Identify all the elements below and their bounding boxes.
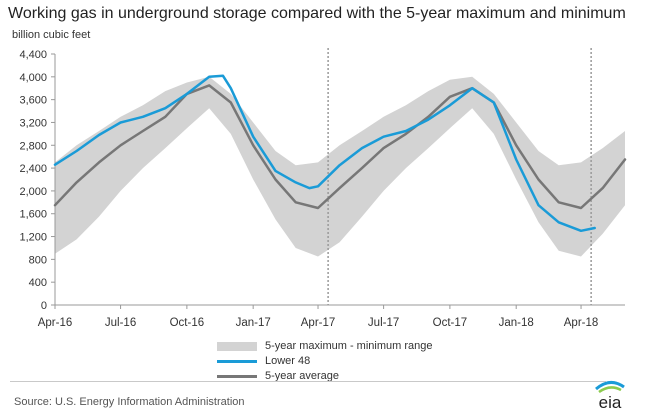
x-tick-label: Oct-16 bbox=[170, 317, 205, 329]
y-axis-unit: billion cubic feet bbox=[12, 29, 91, 41]
series-5-year-average bbox=[53, 84, 627, 210]
legend-lower48-label: Lower 48 bbox=[265, 355, 311, 367]
y-tick-label: 3,600 bbox=[19, 95, 47, 107]
source-note: Source: U.S. Energy Information Administ… bbox=[14, 396, 245, 408]
x-tick-label: Jul-17 bbox=[368, 317, 399, 329]
range-band bbox=[55, 76, 625, 257]
footer-divider bbox=[10, 381, 606, 382]
legend-range-swatch bbox=[217, 341, 257, 351]
eia-logo: eia bbox=[595, 381, 625, 411]
y-tick-label: 400 bbox=[29, 277, 47, 289]
legend-item-average: 5-year average bbox=[217, 369, 432, 383]
x-tick-label: Apr-18 bbox=[564, 317, 599, 329]
y-tick-label: 2,800 bbox=[19, 140, 47, 152]
svg-text:eia: eia bbox=[599, 393, 622, 411]
y-tick-label: 4,000 bbox=[19, 72, 47, 84]
legend-lower48-swatch bbox=[217, 359, 257, 363]
x-tick-label: Oct-17 bbox=[433, 317, 468, 329]
x-tick-label: Apr-16 bbox=[38, 317, 73, 329]
y-tick-label: 1,600 bbox=[19, 209, 47, 221]
y-tick-label: 2,400 bbox=[19, 163, 47, 175]
y-tick-label: 800 bbox=[29, 254, 47, 266]
x-tick-label: Jul-16 bbox=[105, 317, 136, 329]
legend-item-range: 5-year maximum - minimum range bbox=[217, 339, 432, 353]
series-lower-48 bbox=[53, 74, 596, 233]
y-tick-label: 0 bbox=[41, 300, 47, 312]
x-tick-label: Jan-17 bbox=[236, 317, 271, 329]
y-tick-label: 1,200 bbox=[19, 232, 47, 244]
legend-range-label: 5-year maximum - minimum range bbox=[265, 340, 433, 352]
x-tick-label: Jan-18 bbox=[499, 317, 534, 329]
y-tick-label: 4,400 bbox=[19, 49, 47, 61]
y-tick-label: 2,000 bbox=[19, 186, 47, 198]
legend-average-label: 5-year average bbox=[265, 370, 339, 382]
y-tick-label: 3,200 bbox=[19, 117, 47, 129]
legend: 5-year maximum - minimum range Lower 48 … bbox=[217, 339, 432, 384]
x-tick-label: Apr-17 bbox=[301, 317, 336, 329]
legend-average-swatch bbox=[217, 374, 257, 378]
chart-title: Working gas in underground storage compa… bbox=[8, 5, 626, 22]
chart: 0 400 800 1,200 1,600 2,000 2,400 2,800 3,200 3,6… bbox=[19, 48, 627, 329]
legend-item-lower48: Lower 48 bbox=[217, 354, 432, 368]
